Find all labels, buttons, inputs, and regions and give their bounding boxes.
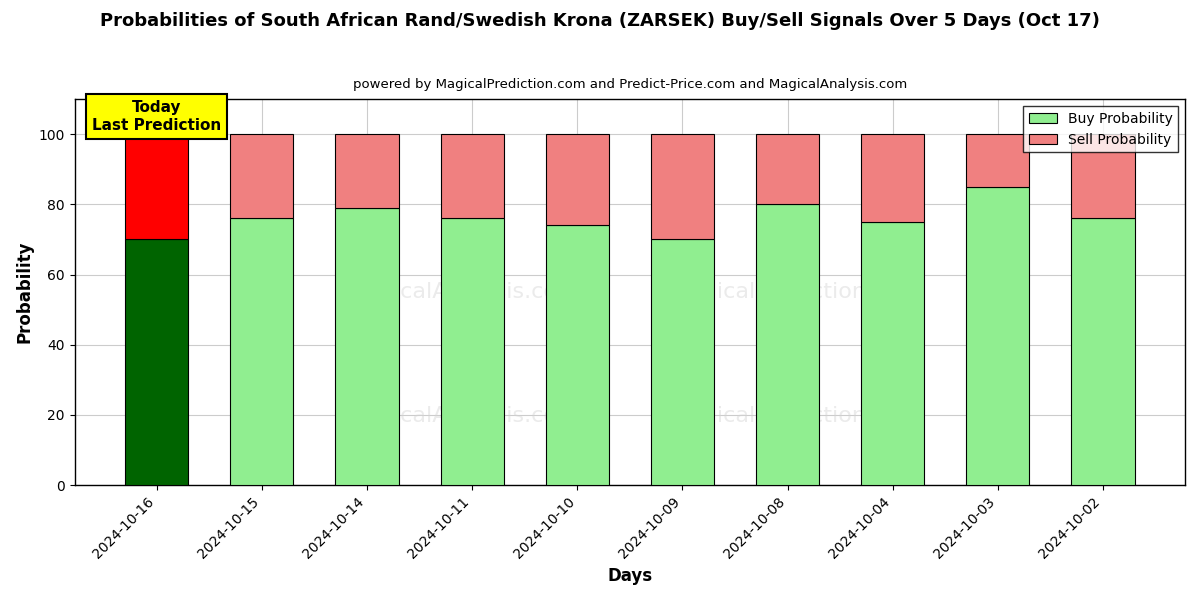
Bar bbox=[440, 134, 504, 218]
Text: Today
Last Prediction: Today Last Prediction bbox=[92, 100, 221, 133]
X-axis label: Days: Days bbox=[607, 567, 653, 585]
Bar bbox=[1072, 218, 1134, 485]
Bar bbox=[650, 239, 714, 485]
Bar bbox=[336, 134, 398, 208]
Text: MagicalPrediction.com: MagicalPrediction.com bbox=[671, 406, 922, 425]
Bar bbox=[230, 134, 293, 218]
Text: Probabilities of South African Rand/Swedish Krona (ZARSEK) Buy/Sell Signals Over: Probabilities of South African Rand/Swed… bbox=[100, 12, 1100, 30]
Bar bbox=[756, 205, 820, 485]
Bar bbox=[862, 222, 924, 485]
Bar bbox=[125, 239, 188, 485]
Bar bbox=[230, 218, 293, 485]
Title: powered by MagicalPrediction.com and Predict-Price.com and MagicalAnalysis.com: powered by MagicalPrediction.com and Pre… bbox=[353, 78, 907, 91]
Bar bbox=[966, 187, 1030, 485]
Bar bbox=[862, 134, 924, 222]
Bar bbox=[440, 218, 504, 485]
Bar bbox=[966, 134, 1030, 187]
Y-axis label: Probability: Probability bbox=[16, 241, 34, 343]
Bar bbox=[756, 134, 820, 205]
Bar bbox=[1072, 134, 1134, 218]
Text: MagicalAnalysis.com: MagicalAnalysis.com bbox=[348, 406, 580, 425]
Text: MagicalAnalysis.com: MagicalAnalysis.com bbox=[348, 282, 580, 302]
Bar bbox=[125, 134, 188, 239]
Legend: Buy Probability, Sell Probability: Buy Probability, Sell Probability bbox=[1024, 106, 1178, 152]
Bar bbox=[650, 134, 714, 239]
Bar bbox=[336, 208, 398, 485]
Bar bbox=[546, 134, 608, 226]
Bar bbox=[546, 226, 608, 485]
Text: MagicalPrediction.com: MagicalPrediction.com bbox=[671, 282, 922, 302]
